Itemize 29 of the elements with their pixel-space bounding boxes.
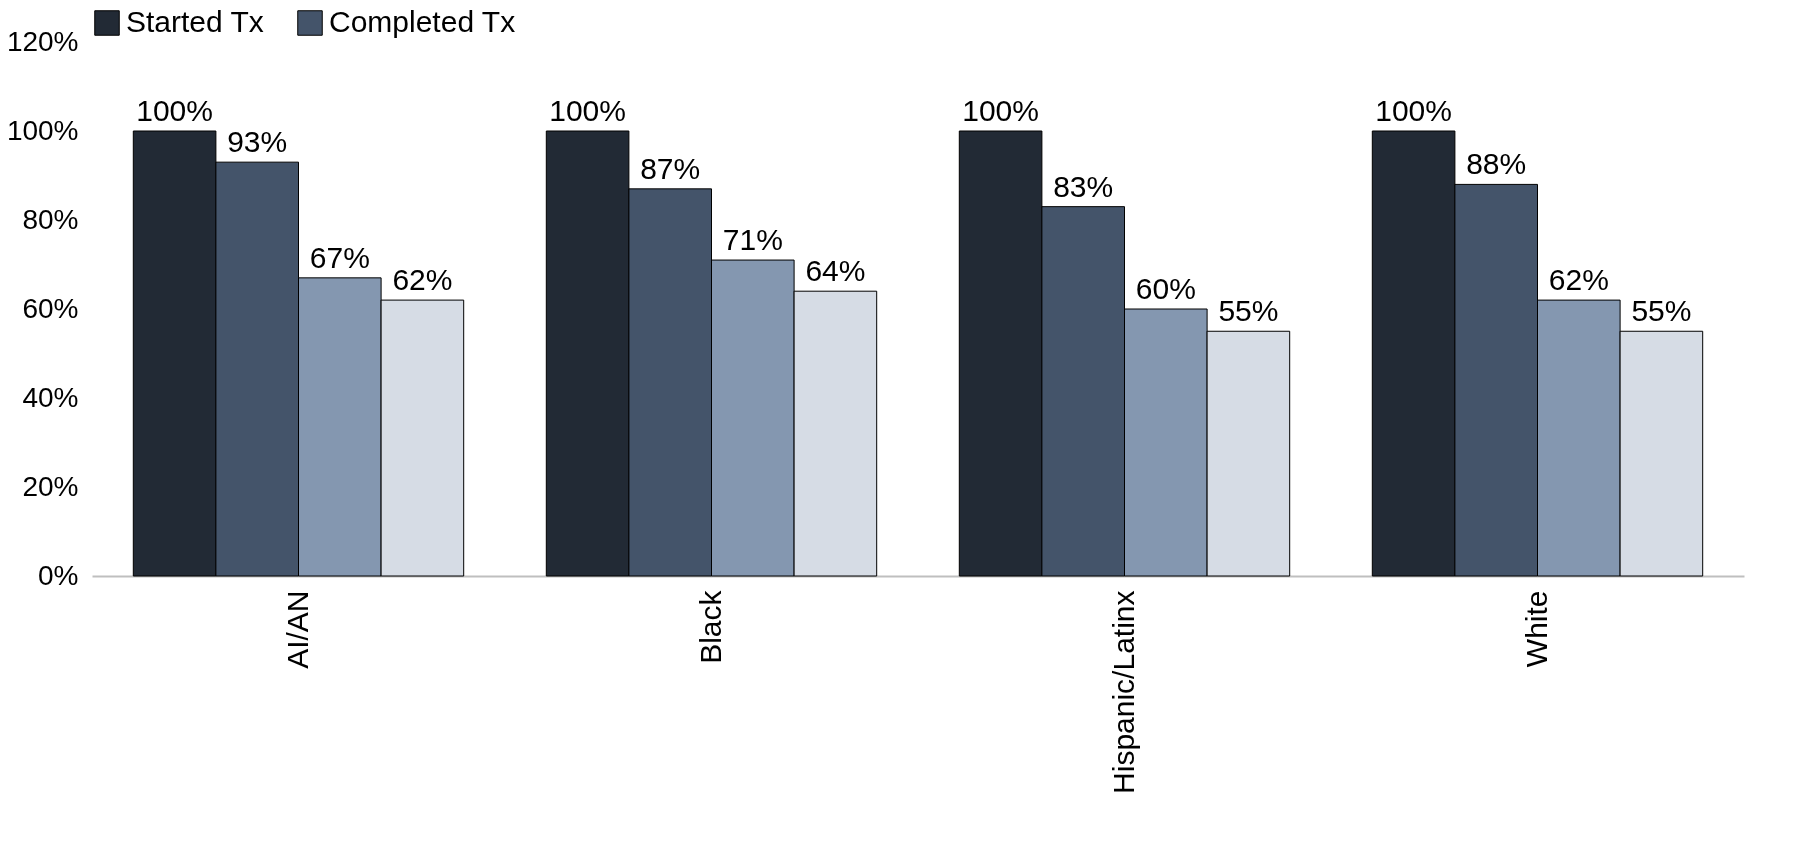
y-tick-label: 80% xyxy=(22,203,79,235)
y-tick-label: 120% xyxy=(6,25,79,57)
data-label: 93% xyxy=(227,125,288,159)
data-label: 100% xyxy=(1375,94,1452,127)
data-label: 62% xyxy=(392,263,453,297)
data-label: 64% xyxy=(805,254,866,288)
data-label: 87% xyxy=(640,151,701,185)
data-label: 67% xyxy=(309,240,370,274)
legend-label: Started Tx xyxy=(126,5,264,38)
x-tick-label: AI/AN xyxy=(280,590,314,669)
y-tick-label: 20% xyxy=(22,470,79,502)
y-tick-label: 40% xyxy=(22,381,79,413)
x-tick-label: Black xyxy=(693,589,727,664)
data-label: 88% xyxy=(1466,147,1527,181)
data-label: 100% xyxy=(549,94,626,127)
y-tick-label: 100% xyxy=(6,114,79,146)
data-label: 55% xyxy=(1218,294,1279,328)
x-tick-label: Hispanic/Latinx xyxy=(1106,590,1140,794)
data-label: 71% xyxy=(722,223,783,257)
data-label: 60% xyxy=(1135,272,1196,305)
x-tick-label: White xyxy=(1519,590,1553,668)
y-tick-label: 60% xyxy=(22,292,79,324)
legend-label: Completed Tx xyxy=(329,5,516,38)
data-label: 55% xyxy=(1631,294,1692,328)
data-label: 83% xyxy=(1053,169,1114,203)
data-label: 100% xyxy=(962,94,1039,127)
y-tick-label: 0% xyxy=(38,559,79,591)
data-label: 100% xyxy=(136,94,213,127)
data-label: 62% xyxy=(1548,263,1609,297)
